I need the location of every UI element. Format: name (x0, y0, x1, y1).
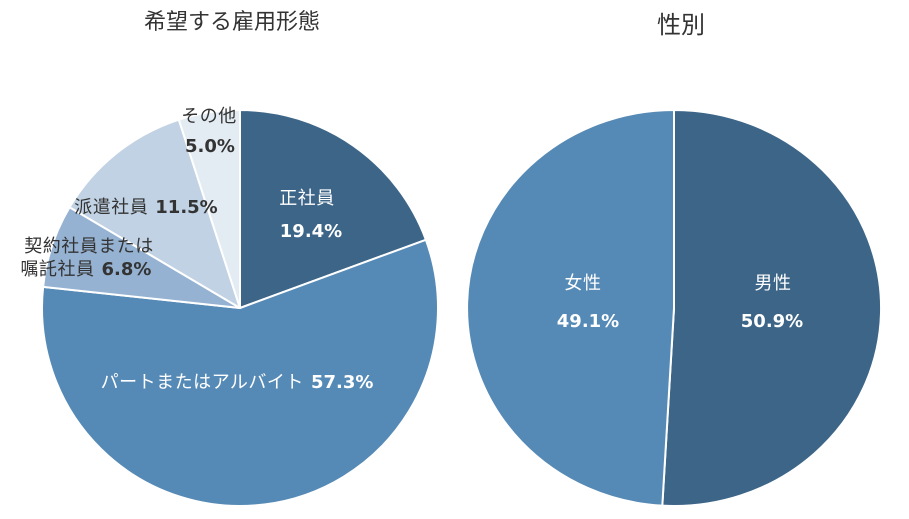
gender-pie (466, 109, 882, 507)
slice-label-other: その他 (181, 106, 237, 127)
slice-label-contract-employee-name: 嘱託社員 (21, 259, 95, 280)
slice-value-part-time: 57.3% (311, 372, 373, 393)
slice-label-full-time-employee: 正社員 (279, 188, 335, 209)
gender-pie-chart: 性別 男性 50.9% 女性 49.1% (466, 11, 882, 507)
slice-other (177, 109, 241, 309)
slice-value-male: 50.9% (741, 311, 803, 332)
employment-type-pie-chart: 希望する雇用形態 正社員 19.4% パートまたはアルバイト 57.3% 契約社員… (21, 10, 440, 507)
slice-label-contract-employee-line2: 嘱託社員 6.8% (21, 259, 152, 280)
slice-value-other: 5.0% (185, 136, 235, 157)
slice-label-dispatch-employee: 派遣社員 11.5% (74, 197, 217, 218)
slice-value-full-time-employee: 19.4% (280, 221, 342, 242)
slice-label-female: 女性 (565, 273, 602, 294)
slice-full-time-employee (239, 109, 427, 309)
slice-value-contract-employee: 6.8% (102, 259, 152, 280)
slice-female (466, 109, 675, 507)
slice-label-male: 男性 (755, 273, 792, 294)
slice-part-time (41, 238, 440, 507)
employment-chart-title: 希望する雇用形態 (144, 10, 320, 35)
slice-label-part-time: パートまたはアルバイト 57.3% (101, 372, 374, 393)
slice-label-contract-employee-line1: 契約社員または (24, 236, 154, 257)
slice-value-female: 49.1% (557, 311, 619, 332)
gender-chart-title: 性別 (657, 11, 705, 39)
slice-dispatch-employee (68, 118, 241, 309)
slice-label-part-time-name: パートまたはアルバイト (101, 372, 304, 393)
slice-male (661, 109, 882, 507)
slice-label-dispatch-employee-name: 派遣社員 (74, 197, 148, 218)
slice-value-dispatch-employee: 11.5% (155, 197, 217, 218)
employment-pie (41, 109, 440, 507)
